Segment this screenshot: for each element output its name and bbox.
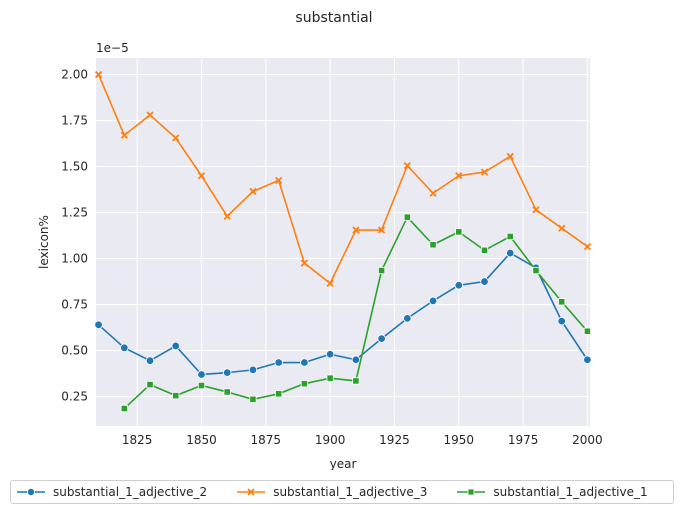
series-line <box>97 74 588 285</box>
data-point <box>454 281 463 290</box>
data-point <box>197 381 206 390</box>
data-point <box>326 374 334 382</box>
y-tick-label: 1.50 <box>61 160 88 174</box>
y-tick-label: 1.00 <box>61 252 88 266</box>
legend-swatch-square-icon <box>457 488 486 496</box>
data-point <box>249 395 257 403</box>
legend-item-adjective-3: substantial_1_adjective_3 <box>237 485 427 499</box>
data-point <box>120 131 128 139</box>
series-substantial_1_adjective_3 <box>94 70 592 288</box>
data-point <box>249 187 257 196</box>
data-point <box>558 224 566 232</box>
plot-area <box>96 58 590 426</box>
y-tick-label: 0.50 <box>61 344 88 358</box>
x-tick-label: 2000 <box>572 433 603 447</box>
data-point <box>558 298 566 306</box>
data-point <box>197 370 206 379</box>
legend-swatch-circle-icon <box>17 488 45 496</box>
x-tick-label: 1900 <box>315 433 346 447</box>
data-point <box>172 392 180 400</box>
x-tick-label: 1850 <box>186 433 217 447</box>
data-point <box>146 111 154 119</box>
series-line <box>98 252 589 376</box>
data-point <box>377 334 386 343</box>
data-point <box>480 168 489 176</box>
data-point <box>94 70 103 79</box>
data-point <box>403 314 412 323</box>
data-point <box>557 316 566 326</box>
x-tick-label: 1975 <box>508 433 539 447</box>
data-point <box>429 189 437 197</box>
data-point <box>403 213 411 221</box>
legend-swatch-x-icon <box>237 488 266 496</box>
data-point <box>94 320 103 329</box>
data-point <box>377 226 386 234</box>
data-point <box>480 277 489 286</box>
data-point <box>300 358 309 367</box>
x-axis-label: year <box>330 457 357 470</box>
data-point <box>583 242 592 251</box>
data-point <box>506 232 514 241</box>
data-point <box>223 388 231 396</box>
data-point <box>455 172 463 180</box>
data-point <box>352 226 360 234</box>
data-point <box>403 162 411 170</box>
data-point <box>248 365 258 375</box>
data-point <box>145 356 155 365</box>
data-point <box>532 266 540 275</box>
legend-item-adjective-1: substantial_1_adjective_1 <box>457 485 648 499</box>
chart-title: substantial <box>295 10 372 26</box>
series-substantial_1_adjective_2 <box>94 248 592 379</box>
data-point <box>120 343 129 352</box>
data-point <box>223 368 232 377</box>
data-point <box>455 228 463 236</box>
x-axis-ticks: 1825 1850 1875 1900 1925 1950 1975 2000 <box>122 433 603 447</box>
data-point <box>172 134 180 142</box>
y-tick-label: 2.00 <box>61 68 88 82</box>
data-point <box>506 152 514 161</box>
data-point <box>223 212 231 220</box>
data-point <box>120 404 128 413</box>
data-point <box>352 377 360 385</box>
data-point <box>325 350 335 359</box>
data-point <box>300 259 309 267</box>
x-tick-label: 1925 <box>379 433 410 447</box>
data-point <box>429 241 437 249</box>
chart-legend: substantial_1_adjective_2 substantial_1_… <box>10 480 674 504</box>
data-point <box>146 380 154 389</box>
data-point <box>377 266 386 275</box>
y-tick-label: 0.75 <box>61 298 88 312</box>
data-point <box>583 327 592 335</box>
legend-label: substantial_1_adjective_2 <box>53 485 208 499</box>
legend-item-adjective-2: substantial_1_adjective_2 <box>17 485 207 499</box>
y-axis-label: lexicon% <box>37 215 51 269</box>
legend-label: substantial_1_adjective_3 <box>273 485 428 499</box>
data-point <box>506 248 515 258</box>
x-tick-label: 1875 <box>251 433 282 447</box>
data-point <box>351 355 361 364</box>
data-point <box>326 279 334 288</box>
data-point <box>197 172 206 180</box>
data-point <box>583 355 592 364</box>
series-substantial_1_adjective_1 <box>120 213 592 413</box>
x-tick-label: 1825 <box>122 433 153 447</box>
line-chart: substantial 1825 1850 1875 1900 1925 1950 1975… <box>37 10 603 470</box>
y-tick-label: 1.75 <box>61 114 88 128</box>
data-point <box>480 246 489 254</box>
x-tick-label: 1950 <box>444 433 475 447</box>
data-point <box>300 380 309 388</box>
data-point <box>274 358 283 367</box>
series-layer <box>94 70 592 413</box>
data-point <box>428 296 438 306</box>
y-tick-label: 1.25 <box>61 206 88 220</box>
data-point <box>532 206 540 214</box>
data-point <box>275 390 283 398</box>
data-point <box>275 176 283 184</box>
y-axis-ticks: 0.25 0.50 0.75 1.00 1.25 1.50 1.75 2.00 <box>61 68 88 404</box>
data-point <box>171 341 180 351</box>
legend-label: substantial_1_adjective_1 <box>493 485 648 499</box>
y-tick-label: 0.25 <box>61 390 88 404</box>
y-offset-text: 1e−5 <box>96 41 129 55</box>
